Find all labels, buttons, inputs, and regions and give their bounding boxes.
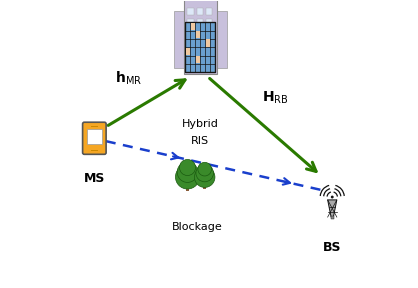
Bar xyxy=(187,8,194,15)
Text: $\mathbf{H}_{\mathrm{RB}}$: $\mathbf{H}_{\mathrm{RB}}$ xyxy=(262,90,288,106)
Circle shape xyxy=(176,165,199,189)
Bar xyxy=(331,216,334,219)
Text: RIS: RIS xyxy=(191,136,209,146)
Bar xyxy=(184,0,217,74)
Polygon shape xyxy=(328,200,337,217)
Bar xyxy=(191,23,195,30)
Circle shape xyxy=(177,162,198,182)
Bar xyxy=(206,8,212,15)
Bar xyxy=(174,11,184,68)
Circle shape xyxy=(196,164,214,182)
Bar xyxy=(203,178,206,189)
FancyBboxPatch shape xyxy=(83,122,106,154)
Bar xyxy=(196,8,203,15)
Circle shape xyxy=(194,167,215,187)
Bar xyxy=(206,19,212,26)
Bar xyxy=(196,19,203,26)
Text: $\mathbf{h}_{\mathrm{MR}}$: $\mathbf{h}_{\mathrm{MR}}$ xyxy=(115,69,142,87)
Bar xyxy=(217,11,227,68)
Circle shape xyxy=(198,162,212,176)
Bar xyxy=(196,56,200,63)
Bar xyxy=(87,129,102,144)
Bar xyxy=(91,150,98,151)
Text: Hybrid: Hybrid xyxy=(182,119,219,129)
Bar xyxy=(196,31,200,38)
Bar xyxy=(91,126,98,127)
Text: Blockage: Blockage xyxy=(172,222,223,232)
Circle shape xyxy=(179,160,196,175)
Text: MS: MS xyxy=(84,172,105,185)
Bar xyxy=(187,19,194,26)
Circle shape xyxy=(331,196,334,198)
Bar xyxy=(186,178,189,191)
Bar xyxy=(206,39,210,47)
Text: BS: BS xyxy=(323,241,342,254)
Bar xyxy=(185,22,215,72)
Bar xyxy=(186,48,190,55)
